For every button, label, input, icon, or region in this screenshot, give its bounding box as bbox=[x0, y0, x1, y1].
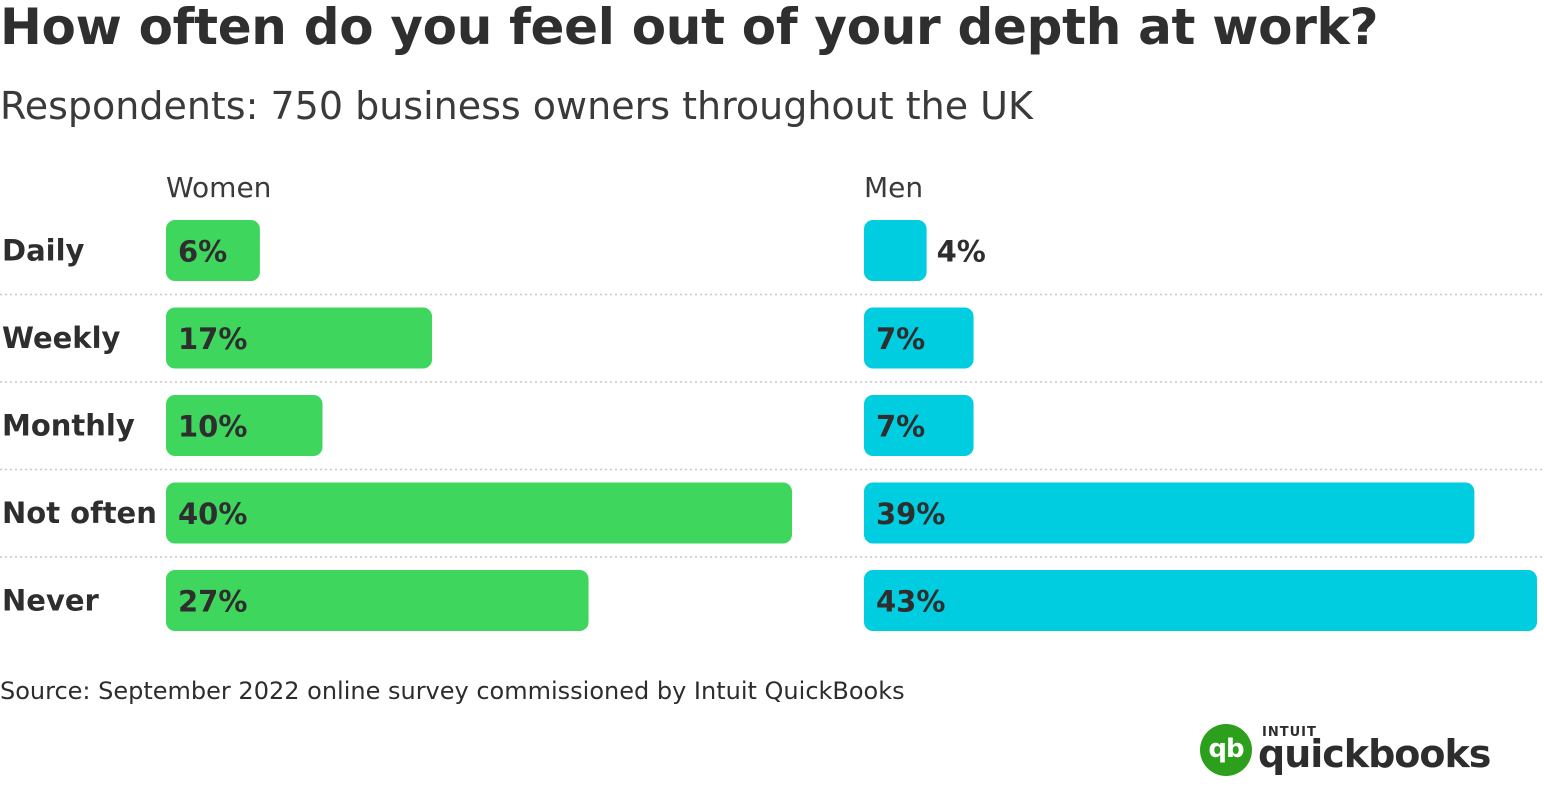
bar-men-monthly bbox=[864, 395, 974, 456]
quickbooks-logo-icon: qb bbox=[1200, 724, 1252, 776]
bar-women-daily bbox=[166, 220, 260, 281]
row-label-never: Never bbox=[2, 584, 100, 618]
value-label-women-never: 27% bbox=[178, 585, 247, 619]
bar-men-daily bbox=[864, 220, 927, 281]
value-label-men-not-often: 39% bbox=[876, 497, 945, 531]
bar-women-weekly bbox=[166, 307, 433, 369]
logo-brand-word: quickbooks bbox=[1258, 732, 1491, 776]
bar-men-weekly bbox=[864, 307, 974, 369]
chart-subtitle: Respondents: 750 business owners through… bbox=[0, 84, 1033, 128]
value-label-women-monthly: 10% bbox=[178, 410, 247, 444]
value-label-men-never: 43% bbox=[876, 585, 945, 619]
chart-title: How often do you feel out of your depth … bbox=[0, 0, 1379, 56]
logo-intuit-text: INTUIT bbox=[1262, 725, 1317, 740]
value-label-women-not-often: 40% bbox=[178, 497, 247, 531]
bar-women-not-often bbox=[166, 482, 792, 544]
value-label-men-daily: 4% bbox=[937, 235, 986, 269]
row-label-monthly: Monthly bbox=[2, 409, 135, 443]
value-label-men-monthly: 7% bbox=[876, 410, 925, 444]
value-label-men-weekly: 7% bbox=[876, 322, 925, 356]
row-label-weekly: Weekly bbox=[2, 321, 121, 355]
bar-men-never bbox=[864, 570, 1537, 631]
quickbooks-logo: qb INTUIT quickbooks bbox=[1200, 720, 1500, 780]
bar-women-never bbox=[166, 570, 589, 631]
series-header-men: Men bbox=[864, 171, 924, 204]
row-label-not-often: Not often bbox=[2, 496, 157, 530]
value-label-women-weekly: 17% bbox=[178, 322, 247, 356]
bar-women-monthly bbox=[166, 395, 323, 456]
value-label-women-daily: 6% bbox=[178, 235, 227, 269]
source-note: Source: September 2022 online survey com… bbox=[0, 677, 905, 705]
logo-mark-text: qb bbox=[1208, 734, 1244, 764]
bar-men-not-often bbox=[864, 482, 1475, 544]
series-header-women: Women bbox=[166, 171, 272, 204]
row-label-daily: Daily bbox=[2, 234, 85, 268]
